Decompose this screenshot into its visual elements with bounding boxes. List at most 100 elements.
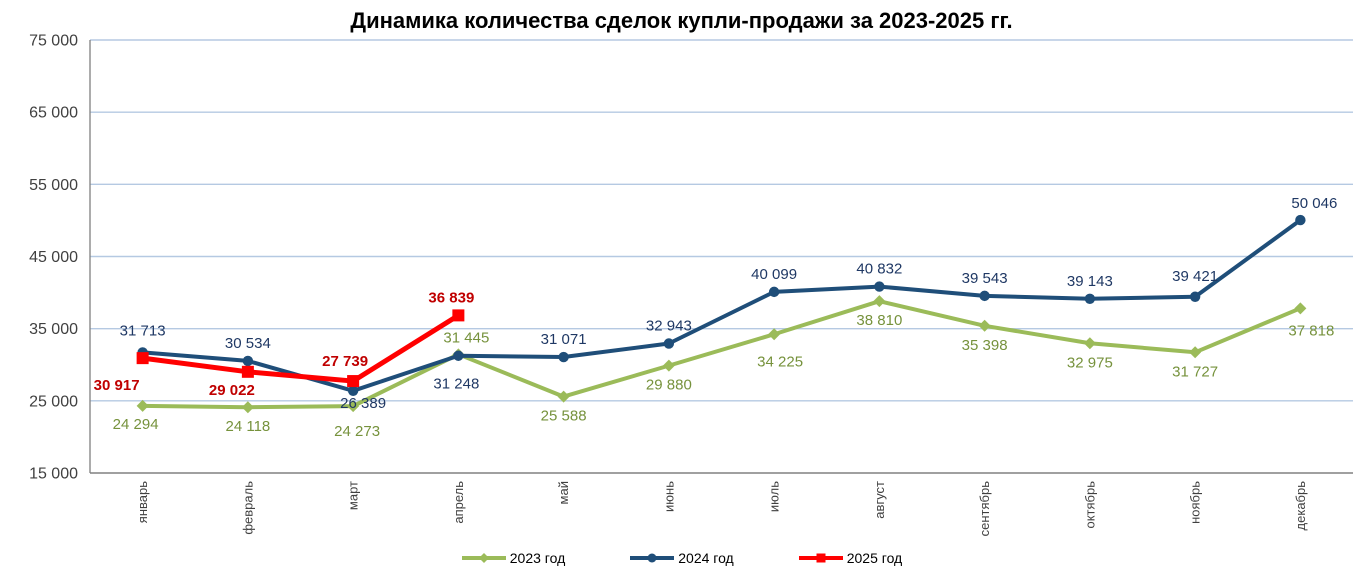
x-axis-tick-label: июнь — [661, 481, 676, 512]
x-axis-tick-label: декабрь — [1293, 481, 1308, 531]
series-line-2025 — [140, 312, 461, 384]
data-point-2024-circle — [347, 385, 359, 397]
data-point-2024-circle — [453, 350, 464, 361]
legend-item-2025: 2025 год — [798, 550, 902, 566]
data-point-2025-square — [452, 309, 465, 322]
data-label-2024: 40 832 — [856, 261, 902, 278]
data-label-2023: 38 810 — [856, 312, 902, 329]
data-label-2024: 31 248 — [433, 376, 479, 393]
data-point-2024-circle — [663, 338, 675, 349]
data-label-2025: 27 739 — [322, 353, 368, 370]
data-point-2024-circle — [242, 355, 254, 367]
data-label-2024: 31 071 — [541, 331, 587, 348]
y-axis-tick-label: 55 000 — [29, 177, 78, 194]
data-label-2023: 29 880 — [646, 377, 692, 394]
data-label-2023: 24 294 — [113, 416, 159, 433]
x-axis-tick-label: май — [556, 481, 571, 504]
data-label-2023: 24 118 — [225, 418, 270, 435]
legend-label-2024: 2024 год — [678, 550, 734, 566]
data-label-2024: 30 534 — [225, 335, 271, 352]
legend-swatch-2025-icon — [798, 553, 843, 563]
legend-item-2024: 2024 год — [629, 550, 734, 566]
data-label-2023: 32 975 — [1067, 354, 1113, 371]
data-label-2024: 40 099 — [751, 266, 797, 283]
x-axis-tick: декабрь — [1293, 481, 1308, 531]
data-point-2023-diamond — [978, 319, 991, 332]
x-axis-tick-label: март — [346, 481, 361, 510]
x-axis-tick: октябрь — [1082, 481, 1097, 529]
data-point-2024-circle — [1295, 214, 1306, 226]
x-axis-tick: январь — [135, 481, 150, 523]
data-label-2024: 50 046 — [1291, 195, 1337, 212]
y-axis-tick-label: 75 000 — [29, 33, 78, 50]
x-axis-tick-label: сентябрь — [977, 481, 992, 537]
legend-label-2025: 2025 год — [846, 550, 903, 566]
x-axis-tick: февраль — [240, 481, 255, 535]
data-label-2024: 39 421 — [1172, 268, 1218, 285]
data-point-2024-circle — [768, 286, 780, 298]
data-point-2023-diamond — [347, 400, 360, 413]
data-label-2024: 26 389 — [340, 395, 386, 412]
data-point-2024-circle — [979, 290, 990, 302]
data-label-2024: 32 943 — [646, 318, 692, 335]
data-point-2025-square — [347, 375, 360, 388]
x-axis-tick: июнь — [661, 481, 676, 512]
data-point-2024-circle — [1084, 293, 1096, 304]
x-axis-tick: ноябрь — [1188, 481, 1203, 524]
x-axis-tick-label: август — [872, 481, 887, 519]
x-axis-tick: апрель — [451, 481, 466, 524]
data-point-2023-diamond — [662, 359, 675, 372]
chart-legend: 2023 год 2024 год 2025 год — [0, 546, 1363, 570]
data-label-2025: 36 839 — [428, 289, 474, 306]
x-axis-tick-label: апрель — [451, 481, 466, 524]
legend-label-2023: 2023 год — [509, 550, 566, 566]
legend-swatch-2024-icon — [630, 553, 675, 563]
data-label-2023: 31 727 — [1172, 363, 1218, 380]
legend-swatch-2023-icon — [461, 553, 506, 563]
data-point-2023-diamond — [557, 390, 570, 403]
series-line-2024 — [140, 218, 1303, 393]
data-point-2025-square — [136, 352, 149, 365]
data-label-2023: 31 445 — [443, 329, 489, 346]
x-axis-tick: сентябрь — [977, 481, 992, 537]
x-axis-tick: март — [346, 481, 361, 510]
x-axis-tick-label: октябрь — [1082, 481, 1097, 529]
series-line-2023 — [140, 299, 1303, 410]
data-point-2024-circle — [1189, 291, 1201, 302]
y-axis-tick-label: 25 000 — [29, 393, 78, 410]
legend-marker-diamond-icon — [478, 553, 489, 563]
x-axis-tick-label: ноябрь — [1188, 481, 1203, 524]
x-axis-tick: май — [556, 481, 571, 504]
x-axis-tick: июль — [767, 481, 782, 512]
data-label-2023: 24 273 — [334, 423, 380, 440]
legend-marker-square-icon — [816, 553, 826, 563]
y-axis-tick-label: 35 000 — [29, 321, 78, 338]
data-point-2024-circle — [874, 281, 885, 292]
legend-marker-circle-icon — [647, 553, 657, 563]
y-axis-tick-label: 45 000 — [29, 249, 78, 266]
data-label-2025: 30 917 — [94, 377, 140, 394]
y-axis-tick-label: 65 000 — [29, 105, 78, 122]
x-axis-tick-label: июль — [767, 481, 782, 512]
data-point-2023-diamond — [1294, 302, 1307, 315]
data-point-2023-diamond — [1189, 346, 1202, 359]
data-label-2023: 37 818 — [1288, 322, 1334, 339]
data-label-2023: 35 398 — [962, 337, 1008, 354]
data-point-2023-diamond — [241, 401, 254, 414]
data-label-2024: 31 713 — [120, 322, 166, 339]
data-point-2023-diamond — [136, 399, 149, 412]
data-label-2024: 39 143 — [1067, 273, 1113, 290]
legend-item-2023: 2023 год — [461, 550, 565, 566]
data-point-2023-diamond — [873, 295, 886, 308]
data-label-2024: 39 543 — [962, 270, 1008, 287]
data-label-2023: 34 225 — [757, 353, 803, 370]
x-axis-tick: август — [872, 481, 887, 519]
y-axis-tick-label: 15 000 — [29, 466, 78, 483]
data-point-2023-diamond — [768, 328, 781, 341]
x-axis-tick-label: январь — [135, 481, 150, 523]
chart-title: Динамика количества сделок купли-продажи… — [350, 8, 1013, 33]
data-label-2023: 25 588 — [541, 408, 587, 425]
data-point-2023-diamond — [1083, 337, 1096, 350]
